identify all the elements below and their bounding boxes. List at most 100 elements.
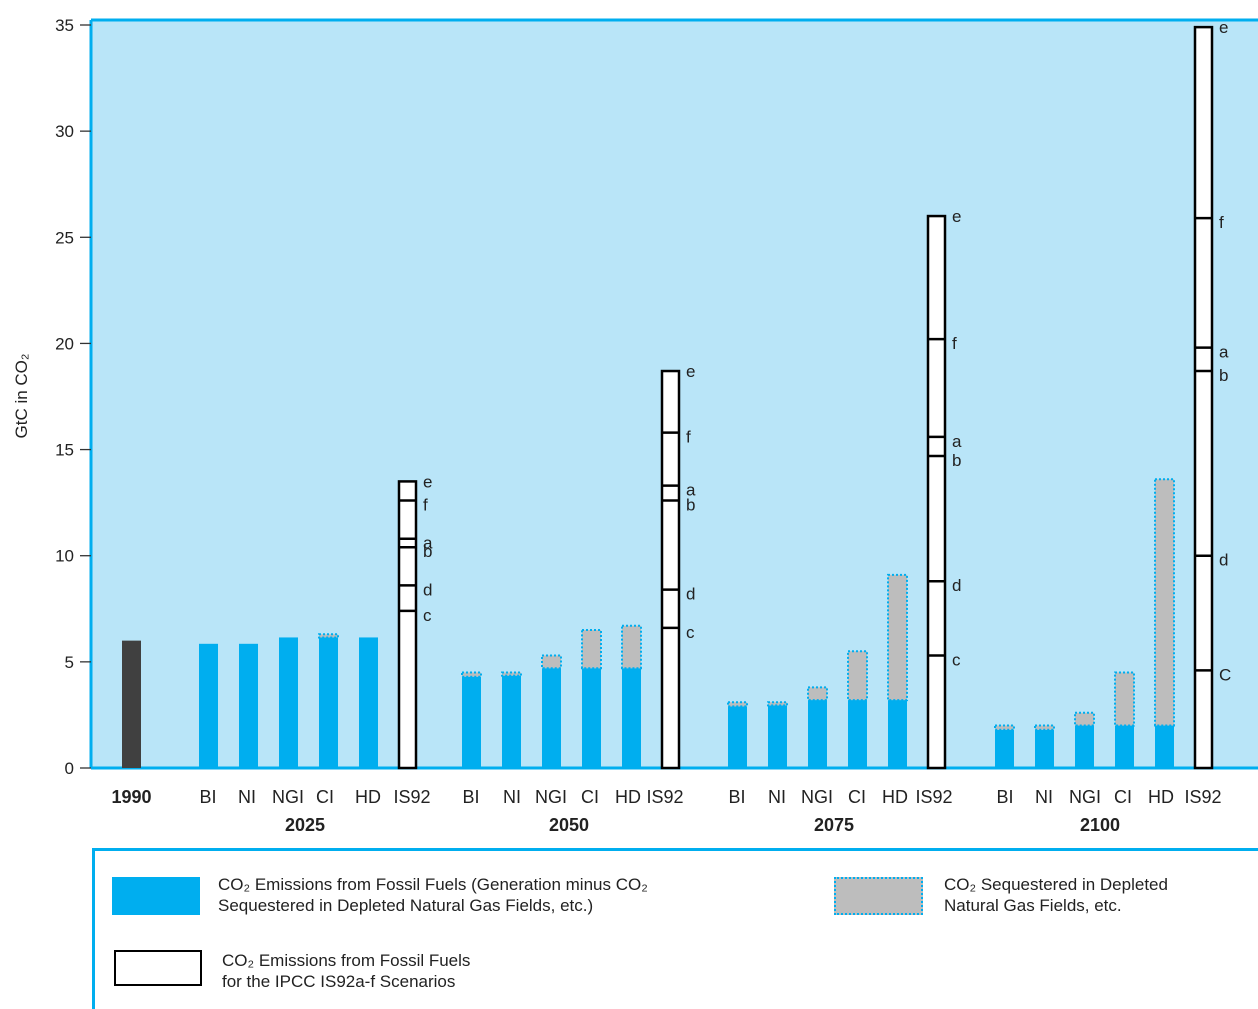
x-label-2100-is92: IS92: [1184, 787, 1221, 807]
x-label-1990: 1990: [111, 787, 151, 807]
x-label-2100-hd: HD: [1148, 787, 1174, 807]
bar-2050-ci-sequestered: [581, 629, 602, 670]
is92-label-2050-d: d: [686, 585, 695, 604]
is92-label-2050-e: e: [686, 362, 695, 381]
x-label-2025-ni: NI: [238, 787, 256, 807]
is92-label-2075-c: c: [952, 650, 961, 669]
bar-2075-hd-emissions: [888, 700, 907, 768]
is92-label-2025-d: d: [423, 580, 432, 599]
is92-label-2100-C: C: [1219, 665, 1231, 684]
x-label-2100-bi: BI: [996, 787, 1013, 807]
bar-2075-ni-sequestered: [767, 701, 788, 707]
bar-2050-bi-sequestered: [461, 671, 482, 678]
legend-label-emissions: CO₂ Emissions from Fossil Fuels (Generat…: [218, 874, 648, 916]
group-year-2075: 2075: [814, 815, 854, 835]
group-year-2025: 2025: [285, 815, 325, 835]
legend-label-sequestered: CO₂ Sequestered in Depleted Natural Gas …: [944, 874, 1168, 916]
is92-label-2025-e: e: [423, 472, 432, 491]
bar-2075-ngi-emissions: [808, 700, 827, 768]
y-axis-label: GtC in CO₂: [12, 354, 31, 439]
legend-label-is92: CO₂ Emissions from Fossil Fuels for the …: [222, 950, 470, 992]
is92-label-2075-e: e: [952, 207, 961, 226]
x-label-2050-bi: BI: [462, 787, 479, 807]
bar-2100-ni-sequestered: [1034, 724, 1055, 731]
y-tick-label: 25: [55, 228, 74, 247]
y-tick-label: 10: [55, 547, 74, 566]
legend-swatch-emissions: [112, 877, 200, 915]
bar-2050-bi-emissions: [462, 676, 481, 768]
x-label-2025-is92: IS92: [393, 787, 430, 807]
x-label-2075-ci: CI: [848, 787, 866, 807]
bar-2025-ci-emissions: [319, 637, 338, 768]
x-label-2050-ngi: NGI: [535, 787, 567, 807]
group-year-2050: 2050: [549, 815, 589, 835]
bar-2075-hd-sequestered: [887, 573, 908, 702]
y-tick-label: 20: [55, 334, 74, 353]
bar-2050-is92: [660, 369, 681, 770]
bar-2050-ni-sequestered: [501, 671, 522, 677]
bar-2100-hd-sequestered: [1154, 478, 1175, 727]
legend-emissions-line2: Sequestered in Depleted Natural Gas Fiel…: [218, 896, 594, 915]
y-tick-label: 5: [65, 653, 74, 672]
x-label-2050-ci: CI: [581, 787, 599, 807]
legend-emissions-line1: CO₂ Emissions from Fossil Fuels (Generat…: [218, 875, 648, 894]
legend-sequestered-line2: Natural Gas Fields, etc.: [944, 896, 1122, 915]
legend-swatch-sequestered: [834, 877, 923, 915]
bar-2075-ni-emissions: [768, 705, 787, 768]
x-label-2050-ni: NI: [503, 787, 521, 807]
is92-label-2025-c: c: [423, 606, 432, 625]
y-tick-label: 35: [55, 16, 74, 35]
group-year-2100: 2100: [1080, 815, 1120, 835]
x-label-2075-is92: IS92: [915, 787, 952, 807]
bar-2050-hd-sequestered: [621, 624, 642, 670]
x-label-2025-hd: HD: [355, 787, 381, 807]
is92-label-2075-f: f: [952, 334, 957, 353]
bar-2100-bi-emissions: [995, 729, 1014, 768]
y-tick-label: 30: [55, 122, 74, 141]
legend-sequestered-line1: CO₂ Sequestered in Depleted: [944, 875, 1168, 894]
bar-2025-ci-sequestered: [318, 633, 339, 639]
bar-2100-ngi-emissions: [1075, 725, 1094, 768]
x-label-2025-ci: CI: [316, 787, 334, 807]
bar-2075-is92: [926, 214, 947, 770]
bar-2050-hd-emissions: [622, 668, 641, 768]
legend: [92, 848, 1258, 1009]
legend-swatch-is92: [114, 950, 202, 986]
bar-2075-bi-emissions: [728, 706, 747, 768]
bar-2050-ni-emissions: [502, 675, 521, 768]
x-label-2050-is92: IS92: [646, 787, 683, 807]
bar-2025-hd-emissions: [359, 637, 378, 768]
is92-label-2050-c: c: [686, 623, 695, 642]
bar-2100-hd-emissions: [1155, 725, 1174, 768]
bar-2050-ngi-sequestered: [541, 654, 562, 670]
x-label-2100-ci: CI: [1114, 787, 1132, 807]
x-label-2025-bi: BI: [199, 787, 216, 807]
bar-1990: [122, 640, 141, 768]
x-label-2075-ni: NI: [768, 787, 786, 807]
is92-label-2100-e: e: [1219, 18, 1228, 37]
is92-label-2075-b: b: [952, 451, 961, 470]
bar-2025-ni-emissions: [239, 643, 258, 768]
x-label-2075-hd: HD: [882, 787, 908, 807]
is92-label-2050-f: f: [686, 428, 691, 447]
x-label-2100-ngi: NGI: [1069, 787, 1101, 807]
is92-label-2025-a: a: [423, 534, 433, 553]
is92-label-2050-a: a: [686, 481, 696, 500]
is92-label-2100-d: d: [1219, 551, 1228, 570]
bar-2025-bi-emissions: [199, 643, 218, 768]
y-tick-label: 0: [65, 759, 74, 778]
x-label-2050-hd: HD: [615, 787, 641, 807]
bar-2075-ci-emissions: [848, 700, 867, 768]
is92-label-2100-a: a: [1219, 343, 1229, 362]
is92-label-2100-f: f: [1219, 213, 1224, 232]
bar-2100-is92: [1193, 25, 1214, 770]
bar-2075-bi-sequestered: [727, 701, 748, 708]
legend-is92-line2: for the IPCC IS92a-f Scenarios: [222, 972, 456, 991]
y-tick-label: 15: [55, 441, 74, 460]
bar-2050-ci-emissions: [582, 668, 601, 768]
bar-2075-ci-sequestered: [847, 650, 868, 702]
legend-is92-line1: CO₂ Emissions from Fossil Fuels: [222, 951, 471, 970]
is92-label-2100-b: b: [1219, 366, 1228, 385]
bar-2100-bi-sequestered: [994, 724, 1015, 731]
